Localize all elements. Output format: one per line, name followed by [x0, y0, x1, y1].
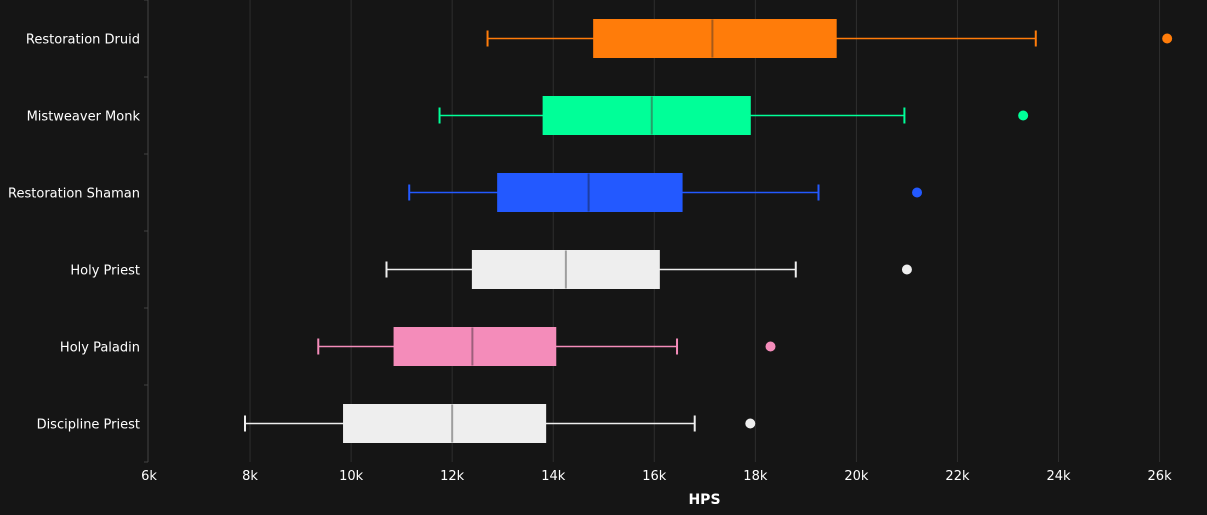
x-tick-label: 6k — [141, 469, 157, 484]
x-tick-label: 22k — [945, 469, 970, 484]
outlier-point[interactable] — [901, 264, 912, 275]
x-axis-title: HPS — [688, 492, 720, 508]
iqr-box[interactable] — [343, 404, 547, 443]
x-tick-label: 8k — [242, 469, 258, 484]
category-label: Discipline Priest — [37, 418, 140, 433]
x-tick-label: 18k — [743, 469, 768, 484]
outlier-point[interactable] — [1162, 33, 1173, 44]
category-label: Mistweaver Monk — [27, 110, 141, 125]
box-series — [438, 96, 1029, 135]
category-label: Restoration Druid — [26, 33, 140, 48]
outlier-point[interactable] — [912, 187, 923, 198]
x-tick-label: 26k — [1148, 469, 1173, 484]
category-label: Holy Paladin — [60, 341, 140, 356]
box-series — [486, 19, 1173, 58]
iqr-box[interactable] — [393, 327, 557, 366]
x-tick-label: 20k — [844, 469, 869, 484]
category-axis: Restoration Druid Mistweaver Monk Restorat… — [8, 0, 149, 463]
outlier-point[interactable] — [745, 418, 756, 429]
box-series — [317, 327, 776, 366]
box-series — [385, 250, 912, 289]
category-label: Restoration Shaman — [8, 187, 140, 202]
x-axis-ticks: 6k 8k 10k 12k 14k 16k 18k 20k 22k 24k 26k — [141, 469, 1172, 484]
box-series — [408, 173, 923, 212]
x-tick-label: 16k — [642, 469, 667, 484]
x-tick-label: 14k — [541, 469, 566, 484]
grid-layer — [249, 0, 1161, 462]
iqr-box[interactable] — [593, 19, 837, 58]
iqr-box[interactable] — [497, 173, 683, 212]
box-layer — [244, 19, 1173, 443]
x-tick-label: 24k — [1046, 469, 1071, 484]
box-series — [244, 404, 756, 443]
x-tick-label: 12k — [440, 469, 465, 484]
x-tick-label: 10k — [339, 469, 364, 484]
iqr-box[interactable] — [542, 96, 751, 135]
category-label: Holy Priest — [70, 264, 140, 279]
outlier-point[interactable] — [1018, 110, 1029, 121]
outlier-point[interactable] — [765, 341, 776, 352]
